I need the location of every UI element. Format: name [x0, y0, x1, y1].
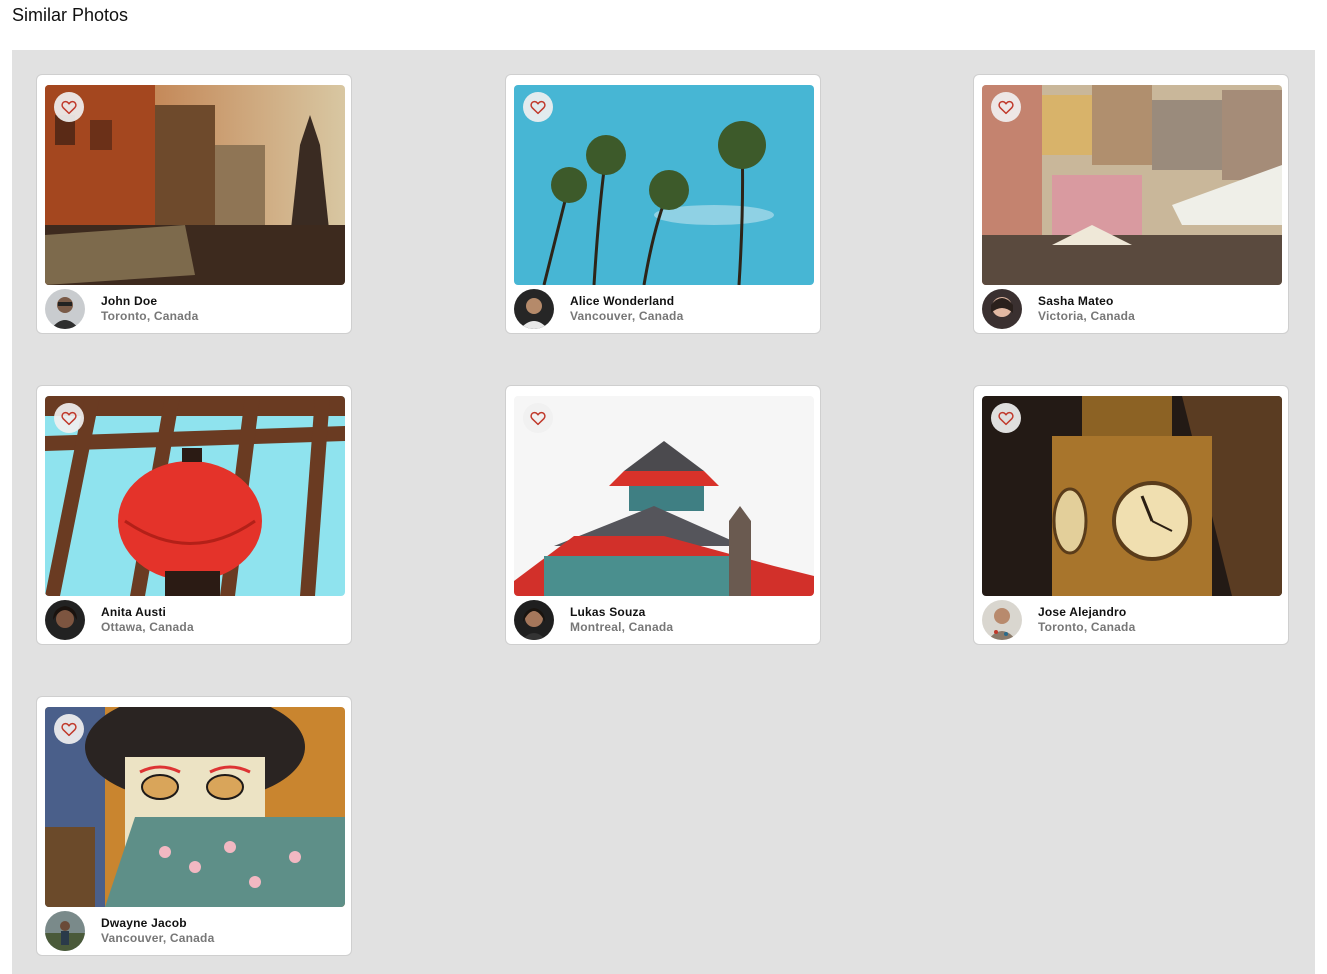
page-title: Similar Photos	[12, 5, 129, 25]
heart-icon	[998, 100, 1014, 115]
photo-card[interactable]: Sasha Mateo Victoria, Canada	[973, 74, 1289, 334]
photo-image[interactable]	[514, 396, 814, 596]
like-button[interactable]	[54, 403, 84, 433]
author-name[interactable]: Jose Alejandro	[1038, 605, 1127, 619]
like-button[interactable]	[523, 92, 553, 122]
photo-location: Vancouver, Canada	[101, 931, 215, 945]
avatar[interactable]	[514, 600, 554, 640]
avatar[interactable]	[45, 911, 85, 951]
photo-location: Toronto, Canada	[101, 309, 199, 323]
photo-card[interactable]: Anita Austi Ottawa, Canada	[36, 385, 352, 645]
author-name[interactable]: Alice Wonderland	[570, 294, 675, 308]
like-button[interactable]	[523, 403, 553, 433]
like-button[interactable]	[54, 714, 84, 744]
photo-image[interactable]	[45, 707, 345, 907]
photo-location: Montreal, Canada	[570, 620, 674, 634]
like-button[interactable]	[991, 403, 1021, 433]
heart-icon	[530, 100, 546, 115]
avatar[interactable]	[45, 600, 85, 640]
avatar[interactable]	[982, 600, 1022, 640]
author-name[interactable]: Sasha Mateo	[1038, 294, 1114, 308]
photo-image[interactable]	[982, 396, 1282, 596]
like-button[interactable]	[991, 92, 1021, 122]
avatar[interactable]	[45, 289, 85, 329]
photo-card[interactable]: Lukas Souza Montreal, Canada	[505, 385, 821, 645]
photo-image[interactable]	[982, 85, 1282, 285]
photo-image[interactable]	[45, 85, 345, 285]
photo-card[interactable]: Jose Alejandro Toronto, Canada	[973, 385, 1289, 645]
heart-icon	[61, 722, 77, 737]
avatar[interactable]	[514, 289, 554, 329]
heart-icon	[530, 411, 546, 426]
heart-icon	[61, 100, 77, 115]
photo-location: Victoria, Canada	[1038, 309, 1136, 323]
author-name[interactable]: Dwayne Jacob	[101, 916, 187, 930]
photo-image[interactable]	[45, 396, 345, 596]
photo-location: Ottawa, Canada	[101, 620, 194, 634]
like-button[interactable]	[54, 92, 84, 122]
heart-icon	[998, 411, 1014, 426]
photo-gallery: John Doe Toronto, Canada Ali	[12, 50, 1315, 974]
photo-image[interactable]	[514, 85, 814, 285]
photo-card[interactable]: Dwayne Jacob Vancouver, Canada	[36, 696, 352, 956]
author-name[interactable]: Anita Austi	[101, 605, 167, 619]
photo-card[interactable]: Alice Wonderland Vancouver, Canada	[505, 74, 821, 334]
heart-icon	[61, 411, 77, 426]
photo-location: Toronto, Canada	[1038, 620, 1136, 634]
photo-card[interactable]: John Doe Toronto, Canada	[36, 74, 352, 334]
author-name[interactable]: Lukas Souza	[570, 605, 646, 619]
photo-location: Vancouver, Canada	[570, 309, 684, 323]
avatar[interactable]	[982, 289, 1022, 329]
author-name[interactable]: John Doe	[101, 294, 158, 308]
